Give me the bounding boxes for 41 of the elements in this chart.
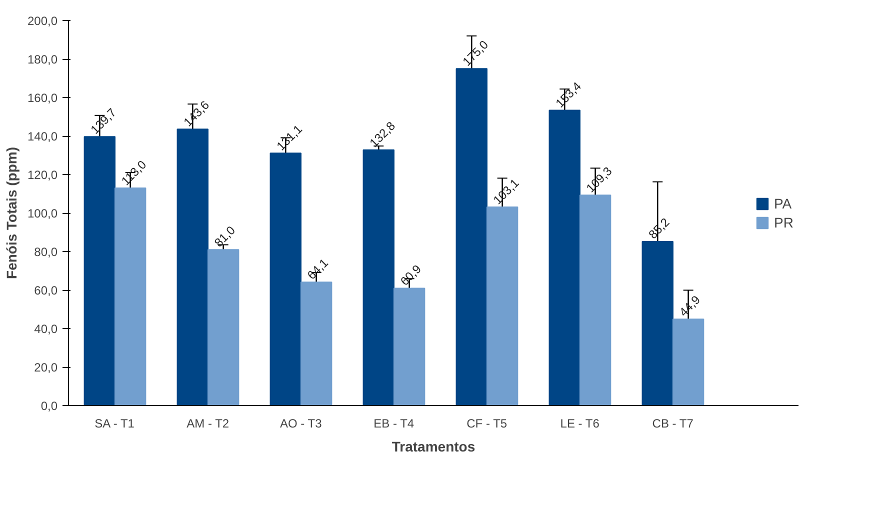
y-tick-label: 40,0 — [34, 322, 58, 336]
bar — [393, 288, 426, 406]
bar — [548, 110, 580, 406]
x-tick-label: AO - T3 — [280, 416, 322, 430]
y-tick-label: 160,0 — [27, 91, 58, 105]
bar — [486, 206, 518, 406]
x-tick-label: SA - T1 — [94, 416, 135, 430]
bar — [456, 68, 488, 406]
bar — [114, 187, 146, 406]
data-label: 60,9 — [398, 262, 424, 288]
data-label: 64,1 — [304, 256, 332, 282]
x-tick-label: AM - T2 — [186, 416, 230, 430]
bar — [579, 194, 612, 406]
bar — [207, 249, 240, 406]
bar — [362, 149, 394, 406]
data-label: 85,2 — [646, 214, 672, 242]
data-label: 44,9 — [676, 292, 704, 320]
y-tick-label: 20,0 — [34, 360, 58, 374]
y-tick-label: 80,0 — [34, 245, 58, 259]
y-tick-label: 140,0 — [27, 130, 58, 144]
x-tick-label: CB - T7 — [652, 416, 694, 430]
y-axis-title: Fenóis Totais (ppm) — [3, 147, 20, 279]
bar — [672, 318, 704, 406]
x-tick-label: EB - T4 — [374, 416, 414, 430]
bar — [642, 240, 674, 406]
x-tick-label: LE - T6 — [560, 416, 600, 430]
x-axis-title: Tratamentos — [392, 438, 476, 454]
y-tick-label: 180,0 — [27, 52, 58, 66]
y-tick-label: 0,0 — [40, 399, 58, 413]
bar — [84, 136, 116, 406]
legend-label: PA — [774, 195, 793, 211]
bar — [270, 152, 302, 406]
bar — [176, 128, 208, 406]
y-tick-label: 120,0 — [27, 168, 58, 182]
y-tick-label: 200,0 — [27, 14, 58, 28]
x-tick-label: CF - T5 — [466, 416, 508, 430]
y-tick-label: 60,0 — [34, 284, 58, 298]
data-label: 81,0 — [212, 223, 238, 250]
bar — [300, 282, 332, 406]
y-tick-label: 100,0 — [27, 206, 58, 220]
legend-label: PR — [774, 214, 794, 230]
